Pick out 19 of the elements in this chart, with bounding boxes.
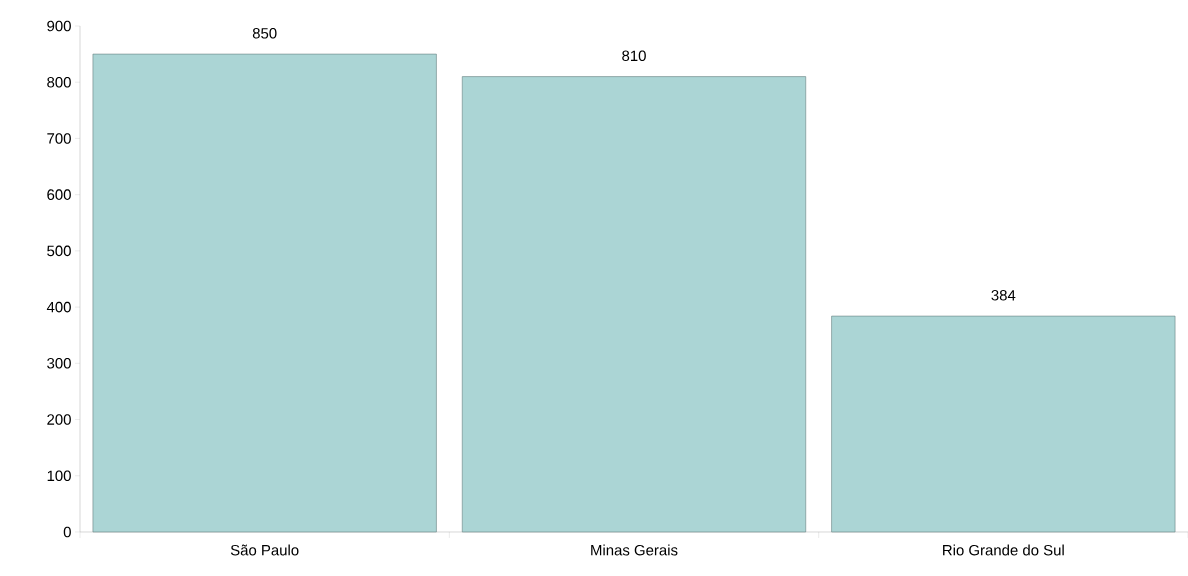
x-tick-label: Rio Grande do Sul — [943, 544, 1064, 556]
y-tick-label: 500 — [47, 245, 71, 257]
data-label: 850 — [252, 28, 277, 39]
x-tick-label: São Paulo — [230, 544, 299, 556]
y-tick-label: 200 — [47, 414, 71, 425]
y-tick-label: 600 — [47, 189, 71, 200]
y-tick-label: 300 — [47, 358, 71, 369]
y-tick-label: 100 — [47, 470, 71, 482]
y-tick-label: 0 — [63, 526, 71, 538]
bar — [461, 76, 807, 533]
x-tick-label: Minas Gerais — [591, 544, 678, 556]
y-tick-label: 400 — [46, 301, 71, 313]
data-label: 810 — [622, 50, 646, 62]
y-tick-label: 800 — [47, 76, 71, 88]
y-tick-label: 900 — [47, 20, 71, 32]
bar — [831, 315, 1176, 533]
data-label: 384 — [991, 289, 1016, 301]
y-tick-label: 700 — [47, 133, 71, 144]
bar — [92, 53, 437, 533]
